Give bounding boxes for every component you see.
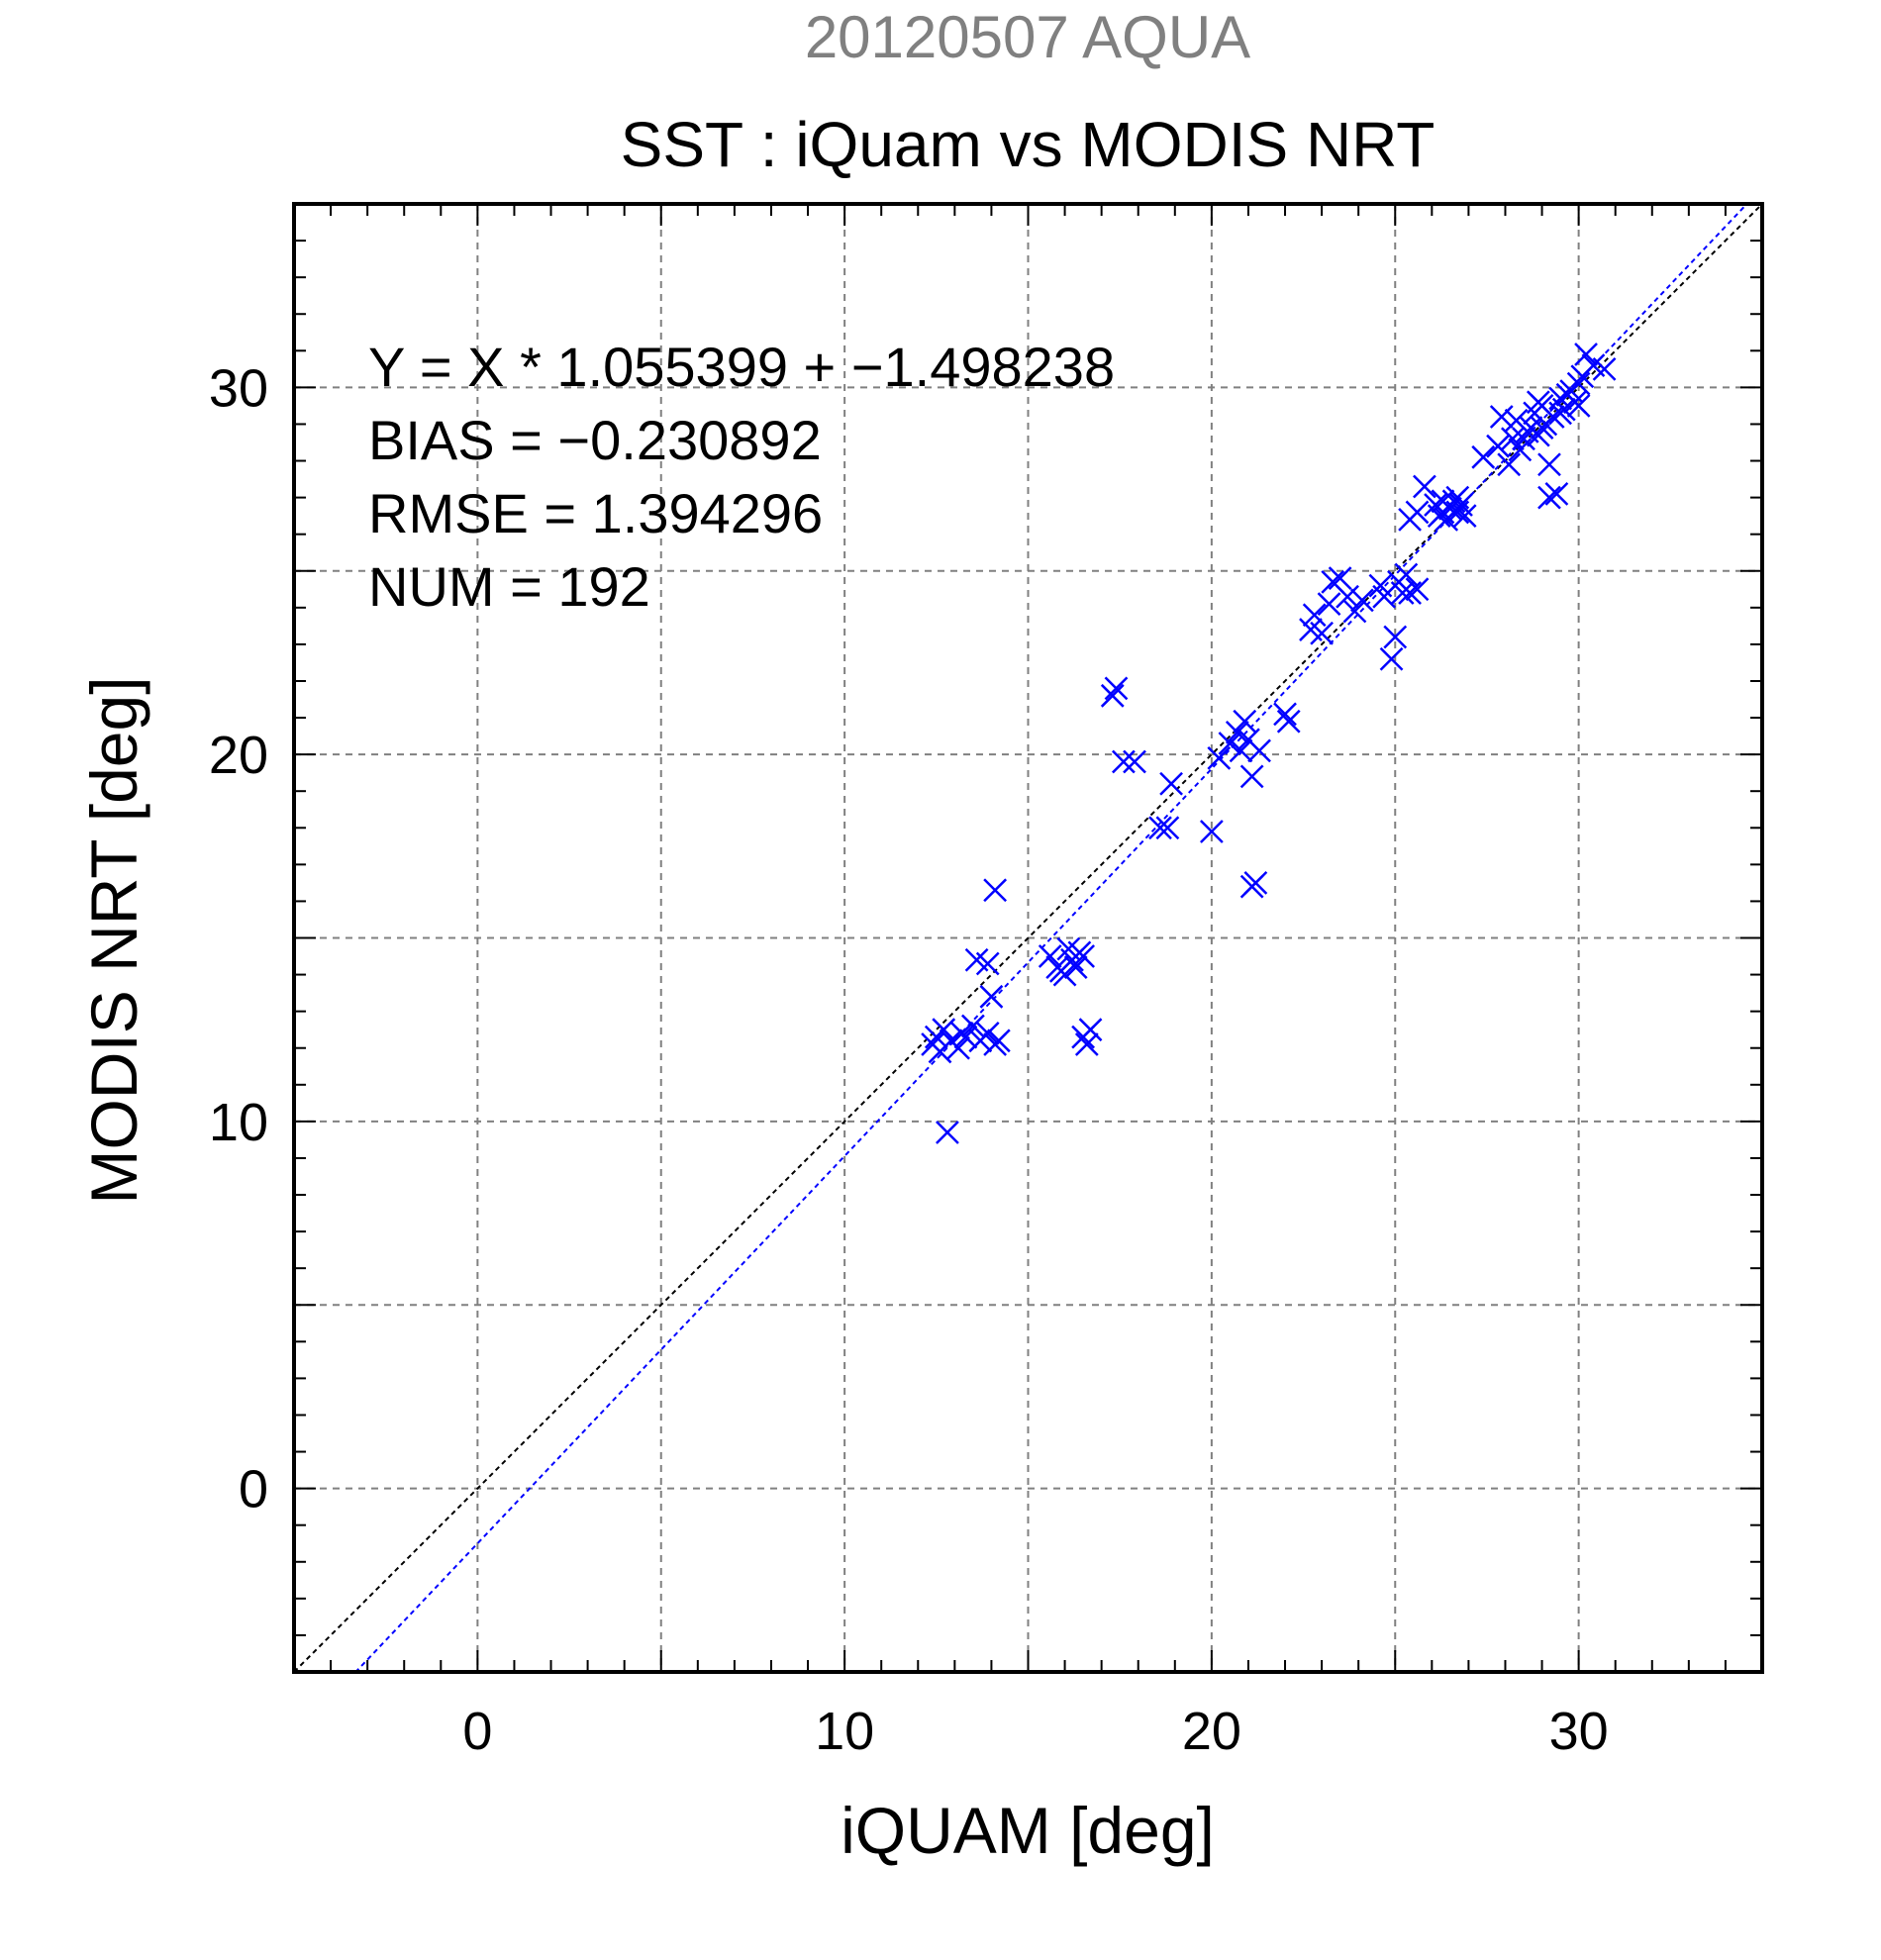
data-point (1104, 676, 1129, 701)
data-point (1207, 745, 1232, 770)
data-point (975, 951, 1000, 976)
data-point (1452, 504, 1477, 529)
chart-title: SST : iQuam vs MODIS NRT (621, 109, 1436, 180)
data-point (949, 1022, 974, 1045)
data-point (1471, 444, 1496, 469)
x-axis-label: iQUAM [deg] (841, 1794, 1215, 1867)
data-point (1394, 562, 1419, 587)
x-tick-label: 20 (1182, 1702, 1241, 1761)
data-point (1199, 820, 1224, 843)
x-tick-label: 10 (815, 1702, 874, 1761)
data-point (1328, 566, 1352, 591)
num-label: NUM = 192 (368, 555, 650, 618)
data-point (1336, 584, 1359, 609)
data-point (1317, 592, 1341, 617)
data-point (1074, 1032, 1099, 1056)
data-point (1390, 581, 1415, 605)
data-point (1148, 816, 1172, 840)
y-tick-label: 30 (209, 358, 268, 418)
chart-subtitle: 20120507 AQUA (805, 4, 1250, 70)
data-point (1247, 738, 1271, 763)
data-point (1537, 485, 1561, 510)
data-point (1501, 427, 1525, 451)
x-tick-label: 0 (462, 1702, 492, 1761)
data-point (1383, 625, 1408, 649)
rmse-label: RMSE = 1.394296 (368, 482, 823, 544)
data-point (924, 1025, 948, 1049)
data-point (946, 1035, 970, 1060)
data-point (1048, 958, 1073, 983)
data-point (1413, 474, 1436, 499)
data-point (1218, 732, 1242, 755)
data-point (1310, 621, 1334, 645)
data-point (1229, 738, 1253, 763)
data-point (1342, 599, 1367, 624)
data-point (961, 1014, 985, 1038)
data-point (986, 1029, 1011, 1053)
data-points (921, 343, 1617, 1144)
data-point (1497, 452, 1522, 477)
x-tick-labels: 0 10 20 30 (462, 1702, 1608, 1761)
data-point (1398, 581, 1422, 605)
data-point (1071, 944, 1095, 968)
data-point (1112, 749, 1136, 774)
data-point (1276, 709, 1301, 734)
data-point (1566, 371, 1591, 396)
data-point (1431, 500, 1455, 525)
data-point (1038, 944, 1062, 968)
data-point (1486, 434, 1510, 458)
data-point (1273, 702, 1297, 727)
data-point (1526, 423, 1550, 447)
data-point (979, 984, 1004, 1009)
data-point (1078, 1018, 1103, 1042)
plot-frame (292, 202, 1764, 1674)
data-point (1159, 771, 1183, 796)
data-point (1063, 955, 1088, 980)
y-tick-labels: 0 10 20 30 (209, 358, 268, 1519)
data-point (1100, 683, 1125, 708)
grid-lines (294, 204, 1762, 1672)
data-point (975, 1022, 1000, 1045)
data-point (1537, 452, 1561, 477)
data-point (1530, 416, 1554, 441)
data-point (1548, 401, 1572, 426)
data-point (1155, 816, 1180, 840)
y-tick-label: 10 (209, 1093, 268, 1152)
data-point (1405, 577, 1430, 602)
data-point (1225, 720, 1249, 744)
data-point (1489, 405, 1514, 429)
data-point (1302, 603, 1327, 628)
data-point (1574, 343, 1598, 366)
y-tick-label: 0 (239, 1460, 268, 1519)
data-point (936, 1121, 959, 1144)
x-tick-label: 30 (1549, 1702, 1609, 1761)
data-point (983, 878, 1008, 903)
fit-equation-label: Y = X * 1.055399 + −1.498238 (368, 336, 1115, 398)
y-tick-label: 20 (209, 726, 268, 785)
data-point (1233, 709, 1257, 734)
data-point (1526, 390, 1550, 415)
y-axis-label: MODIS NRT [deg] (77, 676, 150, 1204)
data-point (1239, 764, 1264, 789)
data-point (1405, 500, 1430, 525)
data-point (1512, 427, 1535, 451)
data-point (1592, 356, 1617, 381)
data-point (1243, 871, 1268, 895)
data-point (1056, 936, 1081, 961)
data-point (1123, 749, 1146, 774)
data-point (1349, 588, 1374, 613)
stats-annotation: Y = X * 1.055399 + −1.498238 BIAS = −0.2… (368, 336, 1115, 618)
bias-label: BIAS = −0.230892 (368, 409, 822, 471)
data-point (1544, 482, 1569, 506)
data-point (1379, 646, 1404, 671)
